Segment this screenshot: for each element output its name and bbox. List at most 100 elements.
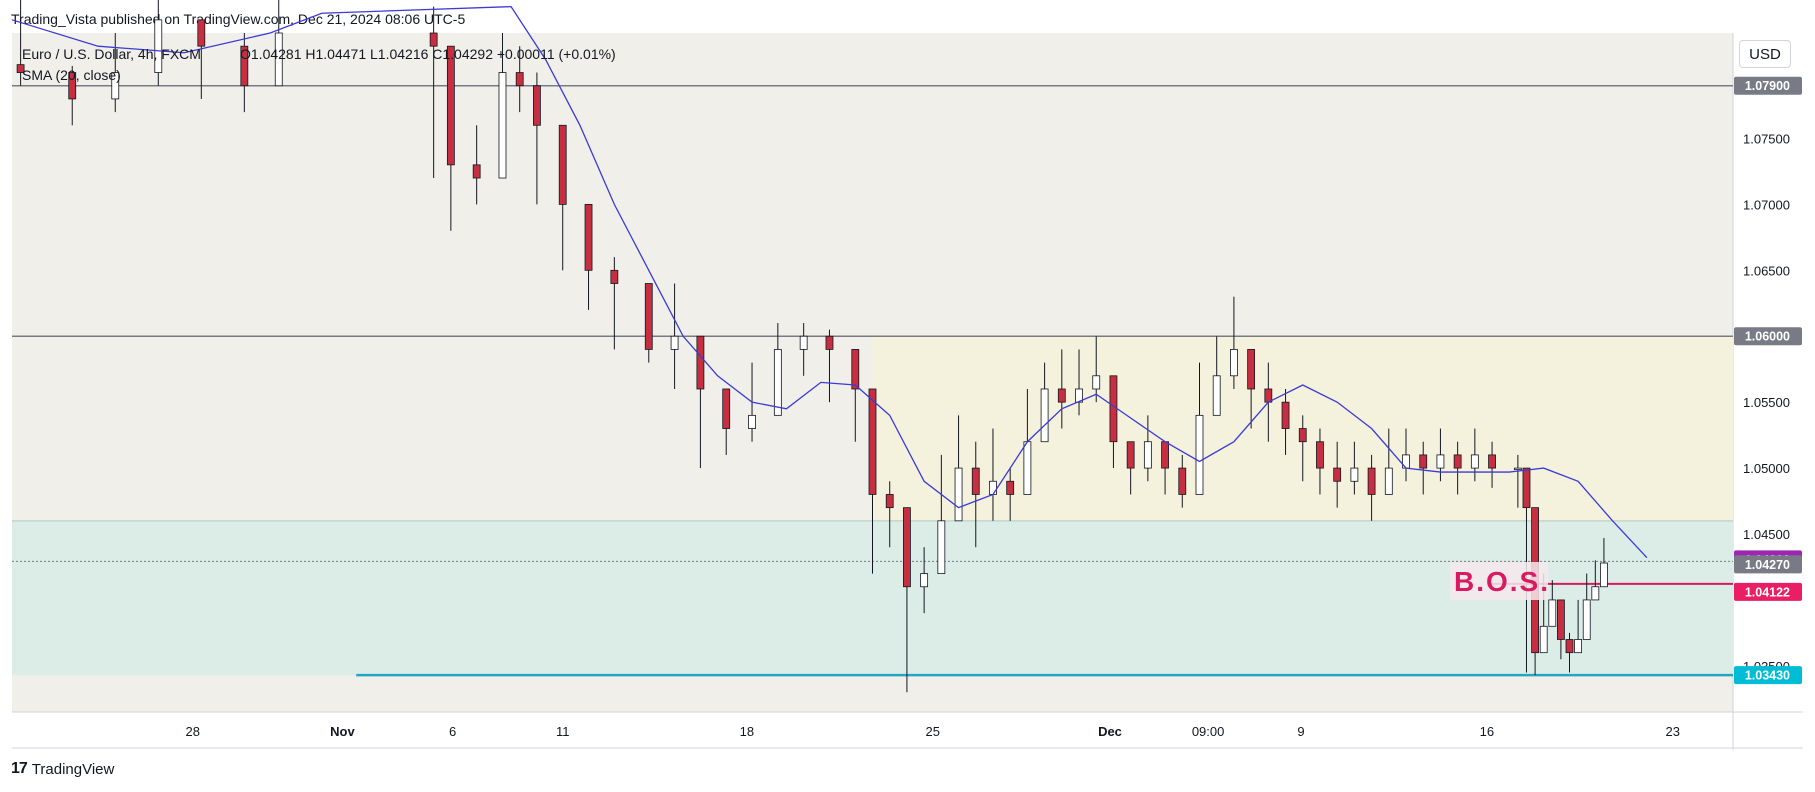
candle-down[interactable] bbox=[1281, 401, 1290, 429]
candle-up[interactable] bbox=[748, 414, 756, 429]
candle-down[interactable] bbox=[1178, 467, 1187, 495]
candle-up[interactable] bbox=[1040, 388, 1049, 443]
candle-down[interactable] bbox=[1109, 375, 1118, 443]
price-tick-label: 1.07000 bbox=[1743, 197, 1790, 212]
candle-down[interactable] bbox=[1316, 441, 1324, 469]
candle-up[interactable] bbox=[1230, 349, 1238, 377]
candle-down[interactable] bbox=[885, 494, 894, 509]
candle-down[interactable] bbox=[584, 203, 593, 271]
candle-up[interactable] bbox=[1470, 454, 1479, 469]
time-tick-label: 16 bbox=[1480, 724, 1494, 739]
time-tick-label: 09:00 bbox=[1192, 724, 1225, 739]
candle-up[interactable] bbox=[989, 480, 997, 495]
price-badge-grey bbox=[1734, 327, 1802, 346]
price-tick-label: 1.07500 bbox=[1743, 131, 1790, 146]
candle-down[interactable] bbox=[68, 72, 77, 100]
candle-down[interactable] bbox=[1247, 349, 1256, 390]
candle-down[interactable] bbox=[1488, 454, 1496, 469]
candle-down[interactable] bbox=[197, 19, 206, 47]
candle-down[interactable] bbox=[868, 388, 877, 495]
candle-down[interactable] bbox=[1565, 639, 1574, 654]
candle-down[interactable] bbox=[515, 72, 524, 87]
candle-up[interactable] bbox=[954, 467, 963, 522]
candle-up[interactable] bbox=[1350, 467, 1359, 482]
price-badge-text: 1.03430 bbox=[1745, 669, 1790, 683]
candle-down[interactable] bbox=[16, 64, 25, 73]
tradingview-logo[interactable]: 17 TradingView bbox=[11, 760, 114, 778]
candle-down[interactable] bbox=[1419, 454, 1428, 469]
candle-up[interactable] bbox=[670, 335, 679, 350]
time-tick-label: 11 bbox=[556, 724, 570, 739]
candle-up[interactable] bbox=[1092, 375, 1101, 390]
candle-up[interactable] bbox=[1574, 639, 1583, 654]
candle-up[interactable] bbox=[1023, 441, 1032, 495]
candle-up[interactable] bbox=[920, 573, 929, 588]
candle-down[interactable] bbox=[903, 507, 911, 588]
candle-down[interactable] bbox=[1006, 480, 1015, 495]
candle-down[interactable] bbox=[722, 388, 731, 429]
price-badge-support bbox=[1734, 666, 1802, 685]
candle-down[interactable] bbox=[1298, 428, 1307, 443]
legend-symbol[interactable]: Euro / U.S. Dollar, 4h, FXCM bbox=[22, 46, 201, 62]
candle-down[interactable] bbox=[610, 269, 619, 284]
candle-down[interactable] bbox=[851, 349, 860, 390]
sma-line bbox=[11, 5, 1648, 559]
publish-header: Trading_Vista published on TradingView.c… bbox=[11, 11, 466, 27]
price-badge-text: 1.07900 bbox=[1745, 79, 1790, 93]
candle-down[interactable] bbox=[240, 45, 249, 87]
candle-up[interactable] bbox=[154, 19, 163, 73]
candle-up[interactable] bbox=[773, 349, 782, 416]
time-axis-ticks: 28 Nov 6 11 18 25 Dec 09:00 9 16 23 bbox=[185, 724, 1680, 739]
candle-down[interactable] bbox=[971, 467, 980, 495]
candle-up[interactable] bbox=[1548, 599, 1557, 627]
candle-down[interactable] bbox=[644, 283, 653, 350]
candle-up[interactable] bbox=[1600, 562, 1608, 588]
candle-down[interactable] bbox=[1522, 467, 1531, 509]
legend-sma[interactable]: SMA (20, close) bbox=[22, 67, 121, 83]
candle-up[interactable] bbox=[937, 520, 946, 574]
candle-up[interactable] bbox=[1513, 467, 1522, 470]
candle-down[interactable] bbox=[1333, 467, 1342, 482]
candle-up[interactable] bbox=[1582, 599, 1591, 640]
candle-up[interactable] bbox=[1384, 467, 1393, 495]
candle-up[interactable] bbox=[1436, 454, 1445, 469]
time-tick-label: 6 bbox=[449, 724, 456, 739]
bos-label[interactable]: B.O.S. bbox=[1454, 566, 1550, 597]
candle-up[interactable] bbox=[799, 335, 808, 350]
price-badge-text: 1.06000 bbox=[1745, 330, 1790, 344]
price-tick-label: 1.04500 bbox=[1743, 527, 1790, 542]
candle-up[interactable] bbox=[1195, 414, 1204, 495]
candle-down[interactable] bbox=[1161, 441, 1169, 469]
candle-down[interactable] bbox=[1057, 388, 1066, 403]
candle-up[interactable] bbox=[1591, 586, 1600, 601]
candle-down[interactable] bbox=[825, 335, 834, 350]
candle-down[interactable] bbox=[446, 45, 455, 166]
price-badge-text: 1.04122 bbox=[1745, 585, 1790, 599]
price-badge-grey bbox=[1734, 76, 1802, 95]
candle-up[interactable] bbox=[1143, 441, 1152, 469]
time-tick-label: 25 bbox=[926, 724, 940, 739]
price-tick-label: 1.06500 bbox=[1743, 263, 1790, 278]
candle-up[interactable] bbox=[1539, 625, 1548, 654]
price-tick-label: 1.05000 bbox=[1743, 461, 1790, 476]
candle-down[interactable] bbox=[533, 85, 541, 126]
candle-down[interactable] bbox=[1126, 441, 1135, 469]
candle-down[interactable] bbox=[429, 32, 438, 47]
candle-down[interactable] bbox=[558, 124, 567, 205]
candle-down[interactable] bbox=[1453, 454, 1462, 469]
candle-up[interactable] bbox=[498, 72, 507, 179]
candle-down[interactable] bbox=[1264, 388, 1273, 403]
candle-up[interactable] bbox=[1212, 375, 1221, 416]
candle-up[interactable] bbox=[274, 32, 283, 87]
tradingview-logo-icon: 17 bbox=[11, 760, 28, 777]
candle-down[interactable] bbox=[1367, 467, 1376, 495]
time-tick-label: 18 bbox=[740, 724, 754, 739]
candle-down[interactable] bbox=[696, 335, 705, 390]
legend-ohlc: O1.04281 H1.04471 L1.04216 C1.04292 +0.0… bbox=[240, 46, 616, 62]
currency-button[interactable]: USD bbox=[1739, 40, 1791, 68]
candle-down[interactable] bbox=[1557, 599, 1565, 640]
candle-down[interactable] bbox=[472, 164, 481, 179]
price-tick-label: 1.05500 bbox=[1743, 395, 1790, 410]
candle-up[interactable] bbox=[111, 72, 120, 100]
